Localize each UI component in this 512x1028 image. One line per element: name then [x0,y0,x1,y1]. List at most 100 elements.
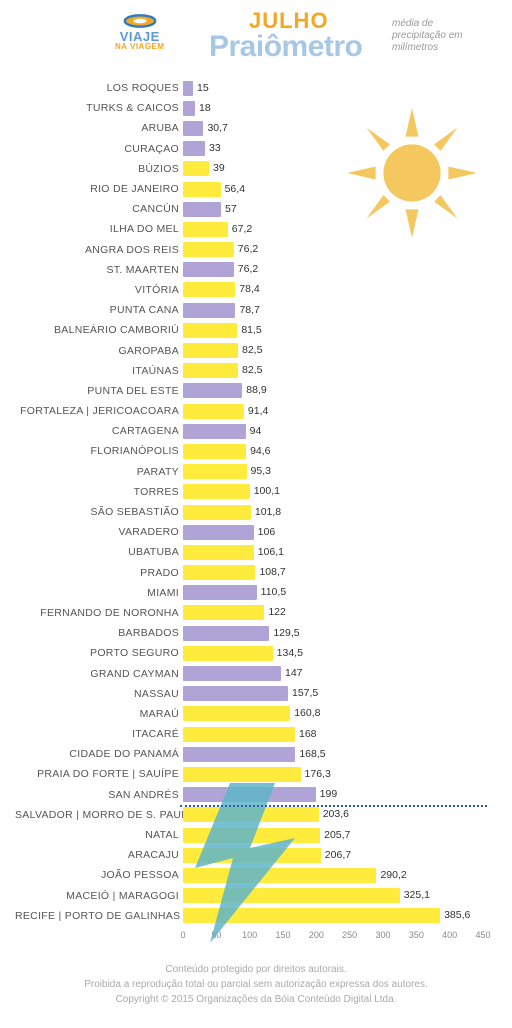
bar [183,646,273,661]
bar-value: 168,5 [295,747,325,762]
bar-value: 56,4 [221,182,245,197]
bar-track: 100,1 [183,484,497,499]
bar-rows: LOS ROQUES15TURKS & CAICOS18ARUBA30,7CUR… [15,78,497,926]
bar-track: 122 [183,605,497,620]
bar-value: 203,6 [319,807,349,822]
bar-label: RIO DE JANEIRO [15,183,183,195]
axis-tick: 0 [180,930,185,940]
bar-row: CURAÇAO33 [15,139,497,159]
bar-label: ARUBA [15,122,183,134]
bar [183,908,440,923]
bar-label: JOÃO PESSOA [15,869,183,881]
bar-label: PUNTA CANA [15,304,183,316]
bar-label: NATAL [15,829,183,841]
bar [183,424,246,439]
bar-track: 205,7 [183,828,497,843]
bar-value: 18 [195,101,211,116]
bar-value: 15 [193,81,209,96]
bar [183,706,290,721]
bar [183,343,238,358]
bar [183,565,255,580]
bar-label: FERNANDO DE NORONHA [15,607,183,619]
bar-row: PRAIA DO FORTE | SAUÍPE176,3 [15,764,497,784]
bar-row: NASSAU 157,5 [15,684,497,704]
footer-line1: Conteúdo protegido por direitos autorais… [15,962,497,977]
bar [183,323,237,338]
bar [183,605,264,620]
bar [183,242,234,257]
bar-value: 57 [221,202,237,217]
bar-track: 325,1 [183,888,497,903]
bar-value: 81,5 [237,323,261,338]
bar [183,202,221,217]
bar [183,626,269,641]
bar-row: CARTAGENA94 [15,421,497,441]
bar-value: 176,3 [301,767,331,782]
bar-track: 168 [183,727,497,742]
bar-value: 147 [281,666,303,681]
bar-track: 290,2 [183,868,497,883]
bar [183,787,316,802]
bar-row: UBATUBA106,1 [15,542,497,562]
x-axis: 050100150200250300350400450 [183,930,497,944]
bar-row: ILHA DO MEL67,2 [15,219,497,239]
bar-row: BARBADOS129,5 [15,623,497,643]
bar-value: 206,7 [321,848,351,863]
subtitle: média de precipitação em milímetros [392,18,482,54]
bar-value: 30,7 [203,121,227,136]
bar [183,101,195,116]
bar-value: 160,8 [290,706,320,721]
bar-track: 18 [183,101,497,116]
bar-row: SÃO SEBASTIÃO101,8 [15,502,497,522]
bar-track: 82,5 [183,343,497,358]
bar-label: VITÓRIA [15,284,183,296]
bar-value: 95,3 [247,464,271,479]
bar-row: NATAL 205,7 [15,825,497,845]
bar-track: 67,2 [183,222,497,237]
infographic-container: VIAJE NA VIAGEM JULHO Praiômetro média d… [0,0,512,1022]
bar-row: GRAND CAYMAN147 [15,663,497,683]
bar [183,363,238,378]
bar [183,303,235,318]
bar-value: 33 [205,141,221,156]
bar-label: VARADERO [15,526,183,538]
bar-value: 94 [246,424,262,439]
bar-row: ARUBA 30,7 [15,118,497,138]
bar-row: GAROPABA82,5 [15,340,497,360]
axis-tick: 300 [375,930,390,940]
bar-track: 88,9 [183,383,497,398]
bar-value: 205,7 [320,828,350,843]
bar-row: MACEIÓ | MARAGOGI325,1 [15,886,497,906]
bar-row: LOS ROQUES 15 [15,78,497,98]
bar-row: CIDADE DO PANAMÁ168,5 [15,744,497,764]
axis-tick: 50 [211,930,221,940]
footer-line2: Proibida a reprodução total ou parcial s… [15,977,497,992]
bar [183,161,209,176]
float-icon [121,10,159,30]
bar-label: NASSAU [15,688,183,700]
bar [183,585,257,600]
bar-row: PUNTA CANA78,7 [15,300,497,320]
bar [183,727,295,742]
bar [183,686,288,701]
bar-row: FERNANDO DE NORONHA122 [15,603,497,623]
chart-area: LOS ROQUES15TURKS & CAICOS18ARUBA30,7CUR… [15,78,497,944]
bar-label: SAN ANDRÉS [15,789,183,801]
logo-line2: NA VIAGEM [115,43,165,51]
chart-title: Praiômetro [209,32,362,62]
bar-row: PRADO108,7 [15,563,497,583]
bar [183,767,301,782]
bar-row: VITÓRIA78,4 [15,280,497,300]
bar-value: 76,2 [234,242,258,257]
bar [183,282,235,297]
axis-tick: 150 [275,930,290,940]
bar [183,222,228,237]
bar-row: CANCÚN57 [15,199,497,219]
bar-row: ARACAJU206,7 [15,845,497,865]
bar-value: 385,6 [440,908,470,923]
bar-label: LOS ROQUES [15,82,183,94]
bar-value: 157,5 [288,686,318,701]
bar-track: 94 [183,424,497,439]
bar [183,505,251,520]
bar-label: RECIFE | PORTO DE GALINHAS [15,910,183,922]
